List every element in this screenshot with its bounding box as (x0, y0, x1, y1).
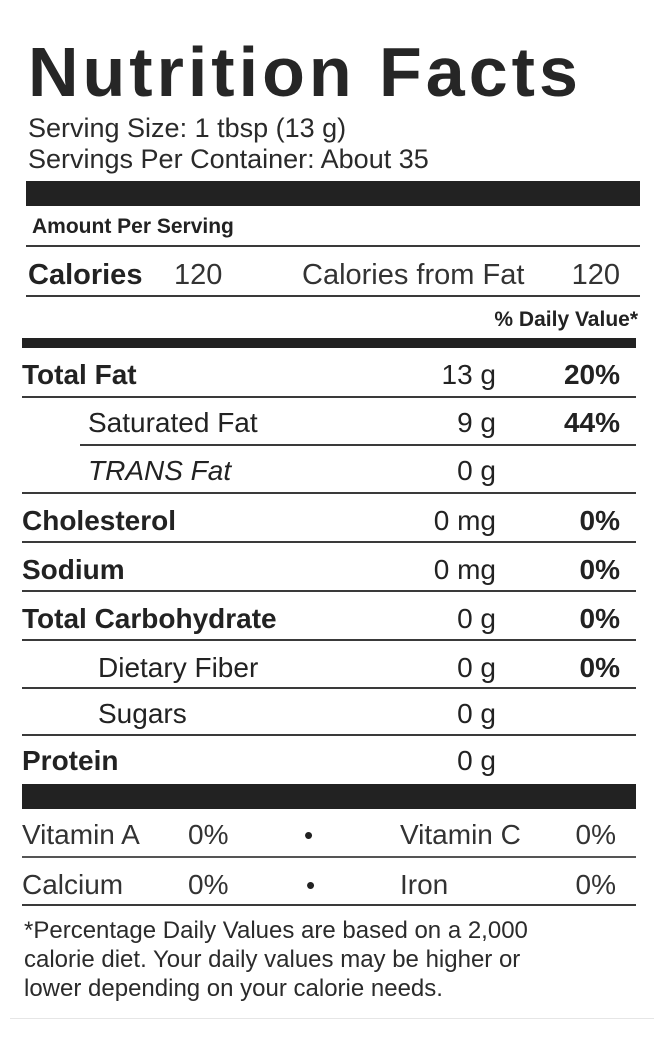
nutrient-name-saturated-fat: Saturated Fat (88, 407, 258, 438)
divider (22, 687, 636, 689)
nutrient-amount-saturated-fat: 9 g (457, 407, 496, 438)
thick-divider (26, 181, 640, 206)
calories-from-fat-label: Calories from Fat (302, 259, 525, 291)
divider (22, 541, 636, 543)
iron-label: Iron (400, 869, 449, 900)
serving-size: Serving Size: 1 tbsp (13 g) (28, 113, 347, 143)
nutrient-name-sodium: Sodium (22, 554, 125, 585)
nutrient-amount-cholesterol: 0 mg (433, 505, 496, 536)
iron-value: 0% (575, 869, 616, 900)
nutrient-name-protein: Protein (22, 745, 119, 776)
nutrient-name-cholesterol: Cholesterol (22, 505, 177, 536)
calories-label: Calories (28, 259, 143, 291)
divider (26, 245, 640, 247)
daily-value-header: % Daily Value* (494, 308, 638, 331)
nutrient-name-sugars: Sugars (98, 698, 187, 729)
vitamin-a-value: 0% (188, 819, 229, 850)
divider (22, 492, 636, 494)
divider (22, 734, 636, 736)
divider (26, 295, 640, 297)
nutrient-amount-protein: 0 g (457, 745, 496, 776)
nutrient-name-dietary-fiber: Dietary Fiber (98, 652, 259, 683)
footnote-line: *Percentage Daily Values are based on a … (24, 917, 528, 944)
divider (22, 856, 636, 858)
nutrient-name-total-fat: Total Fat (22, 359, 137, 390)
calcium-label: Calcium (22, 869, 124, 900)
nutrient-dv-total-fat: 20% (563, 359, 620, 390)
nutrient-amount-sodium: 0 mg (433, 554, 496, 585)
divider (22, 396, 636, 398)
nutrient-amount-dietary-fiber: 0 g (457, 652, 496, 683)
vitamin-c-value: 0% (575, 819, 616, 850)
nutrient-amount-trans-fat: 0 g (457, 455, 496, 486)
nutrient-dv-cholesterol: 0% (579, 505, 620, 536)
nutrient-amount-total-fat: 13 g (441, 359, 497, 390)
nutrient-name-trans-fat: TRANS Fat (88, 455, 232, 486)
servings-per-container: Servings Per Container: About 35 (28, 144, 429, 174)
calories-value: 120 (174, 259, 223, 291)
divider (22, 904, 636, 906)
calcium-value: 0% (188, 869, 229, 900)
nutrient-dv-sodium: 0% (579, 554, 620, 585)
medium-divider (22, 338, 636, 348)
divider (80, 444, 636, 446)
label-title: Nutrition Facts (28, 33, 582, 111)
nutrient-dv-total-carbohydrate: 0% (579, 603, 620, 634)
calories-from-fat-value: 120 (571, 259, 620, 291)
nutrient-dv-saturated-fat: 44% (563, 407, 620, 438)
divider (22, 639, 636, 641)
footnote-line: lower depending on your calorie needs. (24, 975, 443, 1002)
nutrient-amount-total-carbohydrate: 0 g (457, 603, 496, 634)
footnote-line: calorie diet. Your daily values may be h… (24, 946, 521, 973)
nutrient-name-total-carbohydrate: Total Carbohydrate (22, 603, 277, 634)
vitamin-c-label: Vitamin C (400, 819, 521, 850)
bullet-separator: • (304, 820, 314, 850)
nutrient-amount-sugars: 0 g (457, 698, 496, 729)
bottom-edge (10, 1018, 654, 1019)
vitamin-a-label: Vitamin A (22, 819, 140, 850)
bullet-separator: • (306, 870, 316, 900)
nutrient-dv-dietary-fiber: 0% (579, 652, 620, 683)
amount-per-serving: Amount Per Serving (32, 215, 234, 238)
thick-divider (22, 784, 636, 809)
divider (22, 590, 636, 592)
